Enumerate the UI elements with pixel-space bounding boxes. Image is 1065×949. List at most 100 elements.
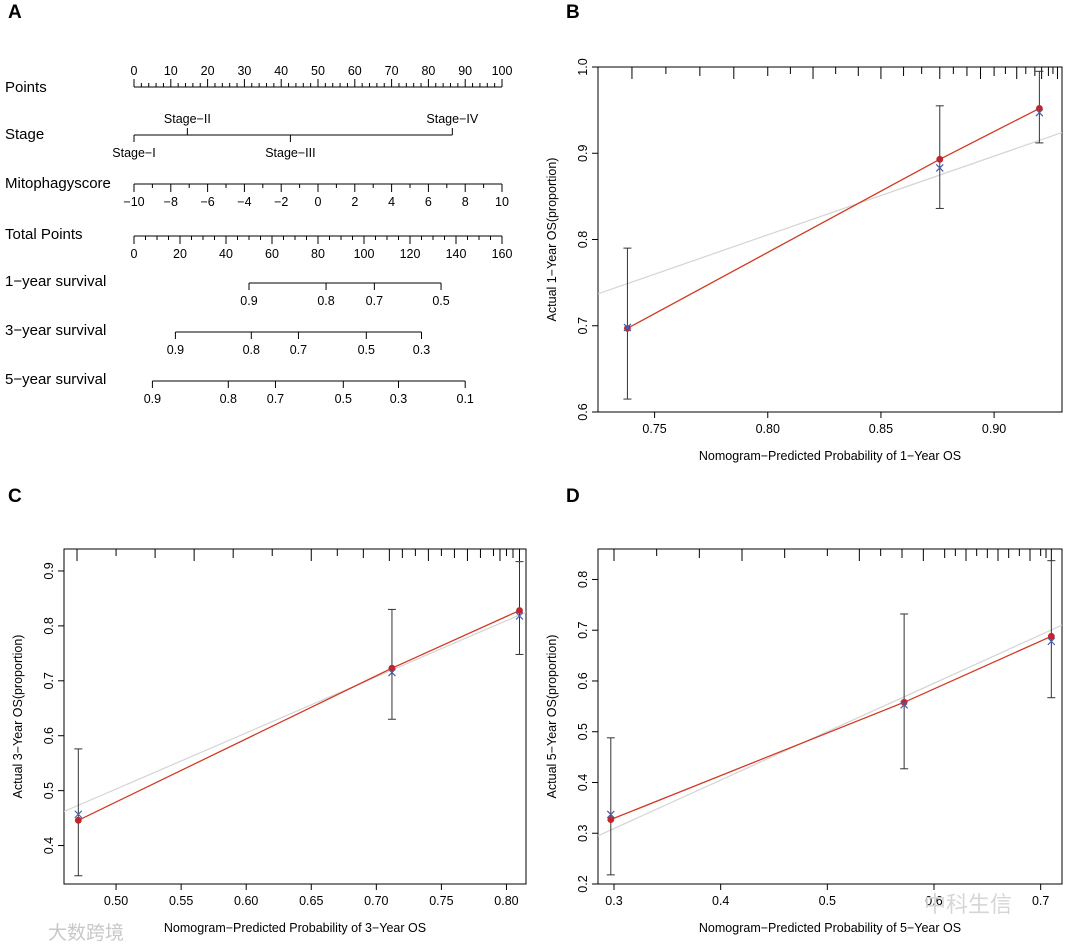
- row-label-3: Total Points: [5, 226, 83, 243]
- mitophagyscore-tick-label: −4: [237, 195, 251, 209]
- y-tick-label: 0.7: [576, 621, 590, 638]
- mitophagyscore-tick-label: −6: [200, 195, 214, 209]
- total-points-tick-label: 100: [354, 247, 375, 261]
- survival-tick-label: 0.7: [290, 343, 307, 357]
- x-tick-label: 0.65: [299, 894, 323, 908]
- bias-corrected-point: [1035, 108, 1044, 117]
- x-tick-label: 0.60: [234, 894, 258, 908]
- y-tick-label: 0.2: [576, 875, 590, 892]
- ideal-reference-line: [64, 611, 526, 813]
- plot-frame: [63, 548, 527, 885]
- y-tick-label: 1.0: [576, 58, 590, 75]
- x-tick-label: 0.4: [712, 894, 729, 908]
- x-tick-label: 0.3: [605, 894, 622, 908]
- y-tick-label: 0.6: [42, 727, 56, 744]
- survival-tick-label: 0.7: [366, 294, 383, 308]
- calibration-1-year-panel: 0.75 0.80 0.85 0.90 0.6 0.7 0.8 0.9 1.0 Nomogram−…: [545, 58, 1063, 463]
- y-tick-label: 0.7: [576, 317, 590, 334]
- x-axis-label: Nomogram−Predicted Probability of 1−Year…: [699, 449, 961, 463]
- row-label-2: Mitophagyscore: [5, 175, 111, 192]
- points-tick-label: 90: [458, 64, 472, 78]
- x-tick-label: 0.7: [1032, 894, 1049, 908]
- observed-point: [516, 607, 523, 614]
- plot-frame: [597, 548, 1063, 885]
- mitophagyscore-tick-label: −10: [123, 195, 144, 209]
- x-tick-label: 0.85: [869, 422, 893, 436]
- y-axis-label: Actual 3−Year OS(proportion): [11, 635, 25, 799]
- total-points-tick-label: 60: [265, 247, 279, 261]
- x-tick-label: 0.80: [494, 894, 518, 908]
- row-label-6: 5−year survival: [5, 371, 106, 388]
- x-axis-label: Nomogram−Predicted Probability of 3−Year…: [164, 921, 426, 935]
- mitophagyscore-tick-label: 8: [462, 195, 469, 209]
- row-label-5: 3−year survival: [5, 322, 106, 339]
- y-tick-label: 0.5: [42, 782, 56, 799]
- mitophagyscore-tick-label: 10: [495, 195, 509, 209]
- points-tick-label: 0: [131, 64, 138, 78]
- survival-tick-label: 0.3: [390, 392, 407, 406]
- points-tick-label: 50: [311, 64, 325, 78]
- panel-label-b: B: [566, 2, 580, 23]
- total-points-tick-label: 140: [446, 247, 467, 261]
- bias-corrected-point: [388, 668, 396, 677]
- bias-corrected-point: [606, 810, 615, 819]
- row-label-1: Stage: [5, 126, 44, 143]
- points-tick-label: 100: [492, 64, 513, 78]
- survival-tick-label: 0.7: [267, 392, 284, 406]
- y-tick-label: 0.9: [576, 145, 590, 162]
- panel-label-a: A: [8, 2, 22, 23]
- x-tick-label: 0.5: [819, 894, 836, 908]
- bias-corrected-point: [515, 612, 524, 620]
- points-tick-label: 30: [237, 64, 251, 78]
- panel-label-d: D: [566, 486, 580, 507]
- y-axis-label: Actual 5−Year OS(proportion): [545, 635, 559, 799]
- stage-level-label: Stage−III: [265, 146, 315, 160]
- y-axis-label: Actual 1−Year OS(proportion): [545, 158, 559, 322]
- panel-label-c: C: [8, 486, 22, 507]
- observed-point: [388, 664, 396, 672]
- survival-tick-label: 0.8: [317, 294, 334, 308]
- observed-point: [1035, 105, 1043, 112]
- y-tick-label: 0.4: [576, 774, 590, 791]
- total-points-tick-label: 80: [311, 247, 325, 261]
- stage-level-label: Stage−IV: [426, 112, 478, 126]
- survival-tick-label: 0.9: [240, 294, 257, 308]
- x-tick-label: 0.75: [429, 894, 453, 908]
- y-tick-label: 0.9: [42, 562, 56, 579]
- ideal-reference-line: [598, 131, 1062, 295]
- mitophagyscore-tick-label: 2: [351, 195, 358, 209]
- stage-level-label: Stage−II: [164, 112, 211, 126]
- x-axis-label: Nomogram−Predicted Probability of 5−Year…: [699, 921, 961, 935]
- ideal-reference-line: [598, 624, 1062, 837]
- survival-tick-label: 0.8: [220, 392, 237, 406]
- watermark-right: 中科生信: [924, 892, 1012, 917]
- points-tick-label: 80: [421, 64, 435, 78]
- watermarks: 大数跨境 中科生信: [48, 892, 1012, 944]
- survival-tick-label: 0.5: [358, 343, 375, 357]
- y-tick-label: 0.5: [576, 723, 590, 740]
- y-tick-label: 0.8: [576, 571, 590, 588]
- x-tick-label: 0.80: [756, 422, 780, 436]
- mitophagyscore-tick-label: −8: [164, 195, 178, 209]
- x-tick-label: 0.50: [104, 894, 128, 908]
- x-tick-label: 0.90: [982, 422, 1006, 436]
- y-tick-label: 0.6: [576, 403, 590, 420]
- total-points-tick-label: 0: [131, 247, 138, 261]
- x-tick-label: 0.70: [364, 894, 388, 908]
- stage-level-label: Stage−I: [112, 146, 155, 160]
- row-label-4: 1−year survival: [5, 273, 106, 290]
- mitophagyscore-tick-label: −2: [274, 195, 288, 209]
- points-tick-label: 40: [274, 64, 288, 78]
- y-tick-label: 0.6: [576, 672, 590, 689]
- survival-tick-label: 0.8: [243, 343, 260, 357]
- y-tick-label: 0.4: [42, 837, 56, 854]
- survival-tick-label: 0.3: [413, 343, 430, 357]
- y-tick-label: 0.8: [42, 617, 56, 634]
- watermark-left: 大数跨境: [48, 922, 124, 944]
- total-points-tick-label: 40: [219, 247, 233, 261]
- points-tick-label: 10: [164, 64, 178, 78]
- nomogram-panel: Points Stage Mitophagyscore Total Points 1−y…: [5, 64, 512, 406]
- survival-tick-label: 0.1: [457, 392, 474, 406]
- bias-corrected-point: [1047, 637, 1056, 646]
